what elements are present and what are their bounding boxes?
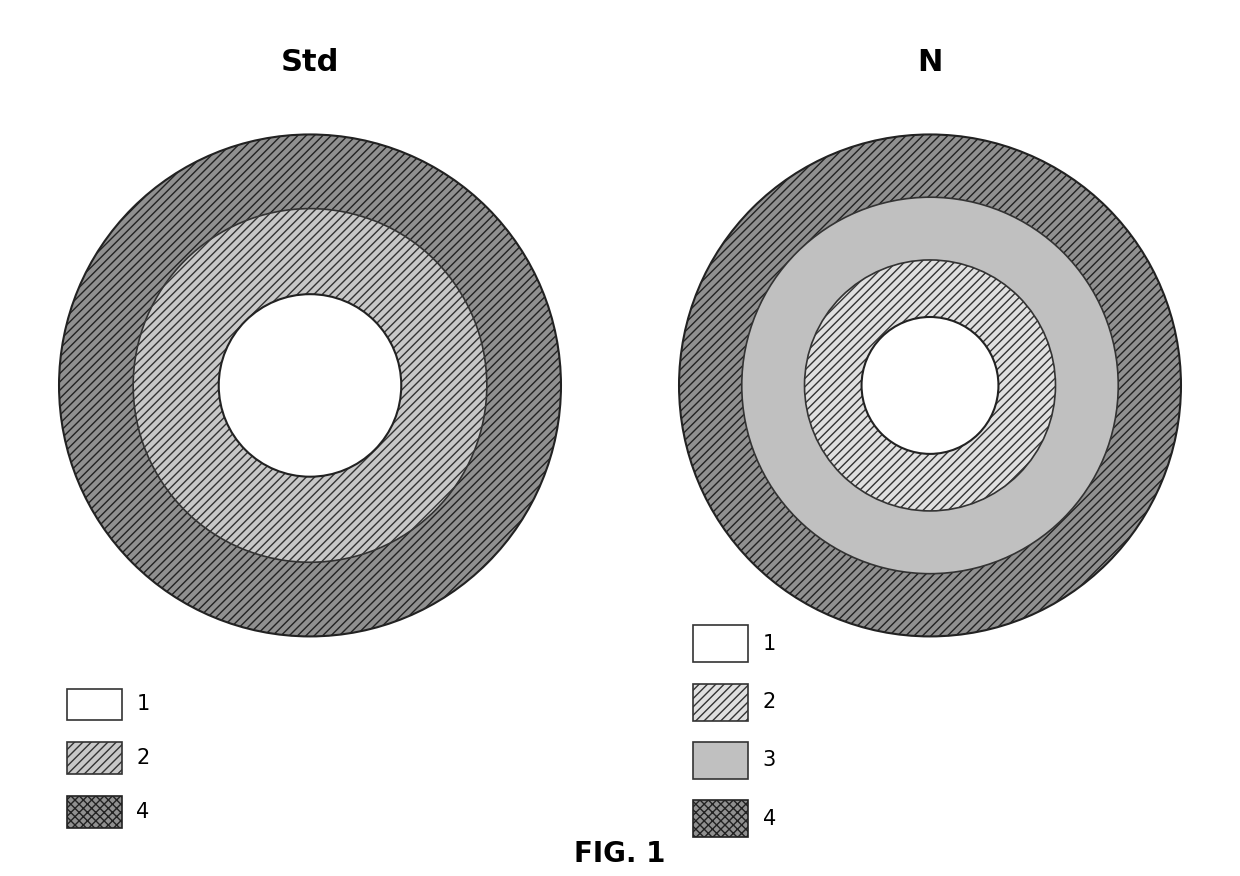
Circle shape	[218, 294, 402, 477]
Circle shape	[60, 134, 560, 637]
Circle shape	[680, 134, 1180, 637]
Bar	[693, 625, 748, 662]
Text: 2: 2	[763, 692, 776, 712]
Text: 1: 1	[136, 695, 150, 714]
Text: 3: 3	[763, 751, 776, 770]
Text: 4: 4	[763, 809, 776, 829]
Circle shape	[133, 208, 487, 562]
Circle shape	[805, 260, 1055, 511]
Bar	[67, 796, 122, 828]
Bar	[693, 683, 748, 720]
Circle shape	[742, 197, 1118, 574]
Text: N: N	[918, 48, 942, 77]
Text: 2: 2	[136, 748, 150, 768]
Circle shape	[862, 317, 998, 454]
Bar	[693, 801, 748, 837]
Text: FIG. 1: FIG. 1	[574, 840, 666, 868]
Text: 4: 4	[136, 802, 150, 822]
Bar	[67, 742, 122, 774]
Bar	[67, 689, 122, 720]
Text: Std: Std	[280, 48, 340, 77]
Text: 1: 1	[763, 634, 776, 653]
Bar	[693, 742, 748, 779]
